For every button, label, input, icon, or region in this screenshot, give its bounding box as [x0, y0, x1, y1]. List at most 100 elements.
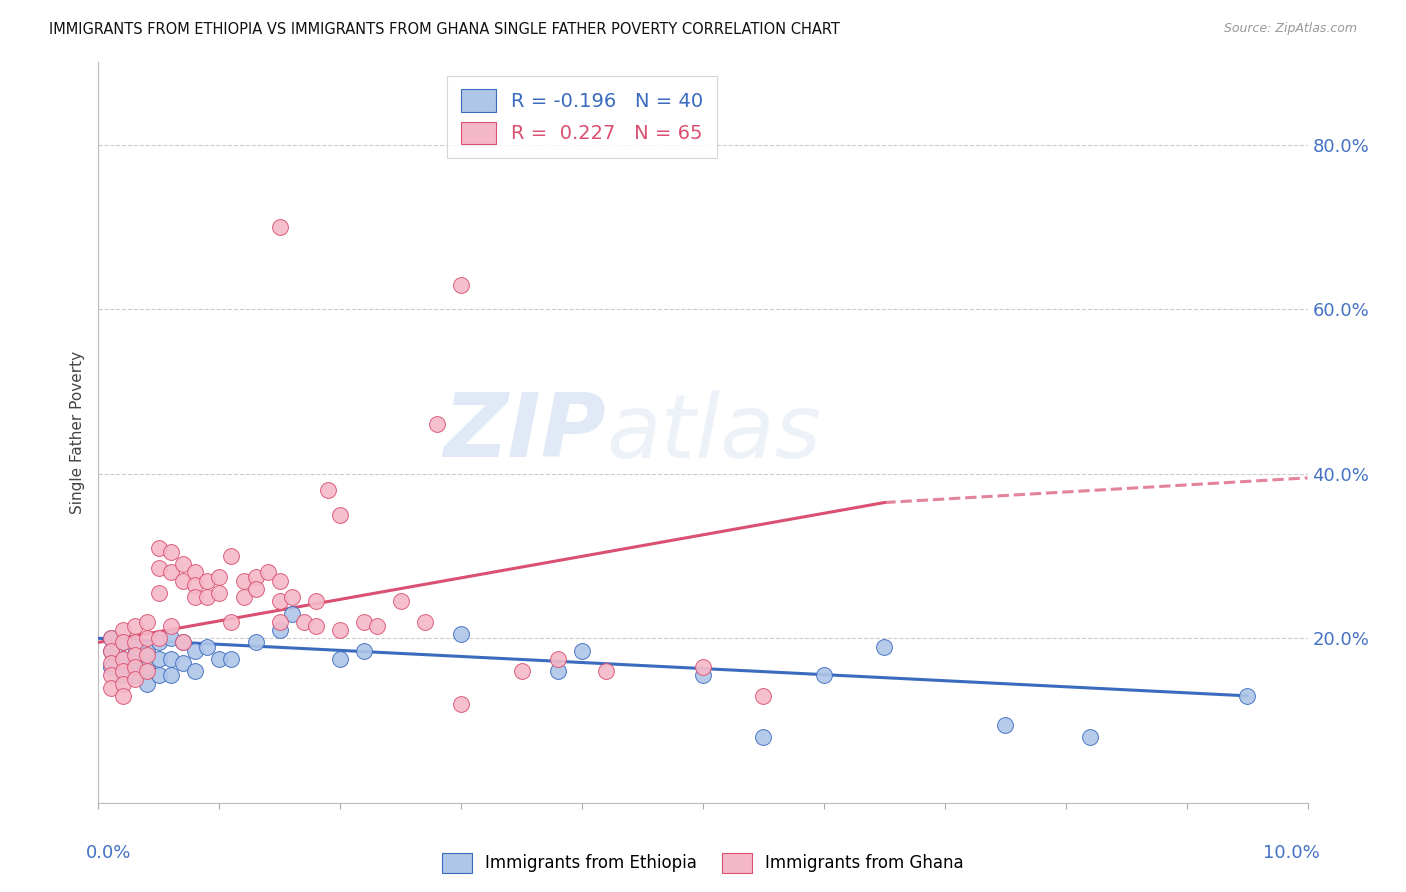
Point [124, 656, 146, 670]
Point [148, 541, 170, 555]
Point [111, 623, 134, 637]
Point [148, 632, 170, 646]
Point [184, 643, 207, 657]
Point [208, 652, 231, 666]
Point [124, 635, 146, 649]
Point [813, 668, 835, 682]
Point [100, 632, 122, 646]
Point [100, 660, 122, 674]
Point [135, 643, 157, 657]
Point [160, 632, 183, 646]
Point [100, 668, 122, 682]
Point [510, 664, 533, 678]
Point [111, 635, 134, 649]
Point [281, 590, 304, 604]
Point [292, 615, 315, 629]
Point [100, 643, 122, 657]
Point [195, 590, 218, 604]
Point [269, 615, 291, 629]
Point [221, 652, 243, 666]
Legend: R = -0.196   N = 40, R =  0.227   N = 65: R = -0.196 N = 40, R = 0.227 N = 65 [447, 76, 717, 158]
Text: 0.0%: 0.0% [86, 844, 132, 862]
Point [426, 417, 449, 432]
Point [111, 676, 134, 690]
Point [111, 689, 134, 703]
Point [571, 643, 593, 657]
Point [256, 566, 278, 580]
Point [366, 619, 388, 633]
Point [994, 717, 1017, 731]
Point [329, 652, 352, 666]
Text: atlas: atlas [606, 390, 821, 475]
Point [172, 635, 194, 649]
Point [111, 652, 134, 666]
Point [124, 660, 146, 674]
Point [547, 664, 569, 678]
Text: IMMIGRANTS FROM ETHIOPIA VS IMMIGRANTS FROM GHANA SINGLE FATHER POVERTY CORRELAT: IMMIGRANTS FROM ETHIOPIA VS IMMIGRANTS F… [49, 22, 841, 37]
Point [100, 656, 122, 670]
Point [353, 643, 375, 657]
Point [269, 594, 291, 608]
Point [232, 574, 254, 588]
Point [172, 574, 194, 588]
Point [547, 652, 569, 666]
Point [124, 673, 146, 687]
Point [413, 615, 436, 629]
Point [124, 619, 146, 633]
Point [245, 582, 267, 596]
Point [269, 219, 291, 234]
Point [160, 545, 183, 559]
Point [148, 635, 170, 649]
Point [692, 660, 714, 674]
Point [148, 561, 170, 575]
Point [316, 483, 339, 498]
Point [184, 664, 207, 678]
Point [1078, 730, 1101, 744]
Point [184, 566, 207, 580]
Point [269, 623, 291, 637]
Point [100, 632, 122, 646]
Point [184, 578, 207, 592]
Point [195, 640, 218, 654]
Point [692, 668, 714, 682]
Point [195, 574, 218, 588]
Point [450, 627, 472, 641]
Point [135, 676, 157, 690]
Point [100, 681, 122, 695]
Point [305, 619, 328, 633]
Point [160, 652, 183, 666]
Point [148, 586, 170, 600]
Point [873, 640, 896, 654]
Point [245, 569, 267, 583]
Point [148, 668, 170, 682]
Point [232, 590, 254, 604]
Point [305, 594, 328, 608]
Point [450, 277, 472, 292]
Point [160, 619, 183, 633]
Text: ZIP: ZIP [443, 389, 606, 476]
Point [184, 590, 207, 604]
Point [160, 668, 183, 682]
Point [245, 635, 267, 649]
Point [111, 635, 134, 649]
Point [329, 623, 352, 637]
Point [111, 668, 134, 682]
Point [281, 607, 304, 621]
Point [111, 652, 134, 666]
Text: Source: ZipAtlas.com: Source: ZipAtlas.com [1223, 22, 1357, 36]
Point [172, 656, 194, 670]
Point [1236, 689, 1258, 703]
Point [100, 643, 122, 657]
Point [389, 594, 412, 608]
Point [221, 549, 243, 563]
Point [208, 569, 231, 583]
Legend: Immigrants from Ethiopia, Immigrants from Ghana: Immigrants from Ethiopia, Immigrants fro… [436, 847, 970, 880]
Point [160, 566, 183, 580]
Point [135, 648, 157, 662]
Point [135, 664, 157, 678]
Point [124, 640, 146, 654]
Point [124, 668, 146, 682]
Point [135, 660, 157, 674]
Point [148, 652, 170, 666]
Point [752, 730, 775, 744]
